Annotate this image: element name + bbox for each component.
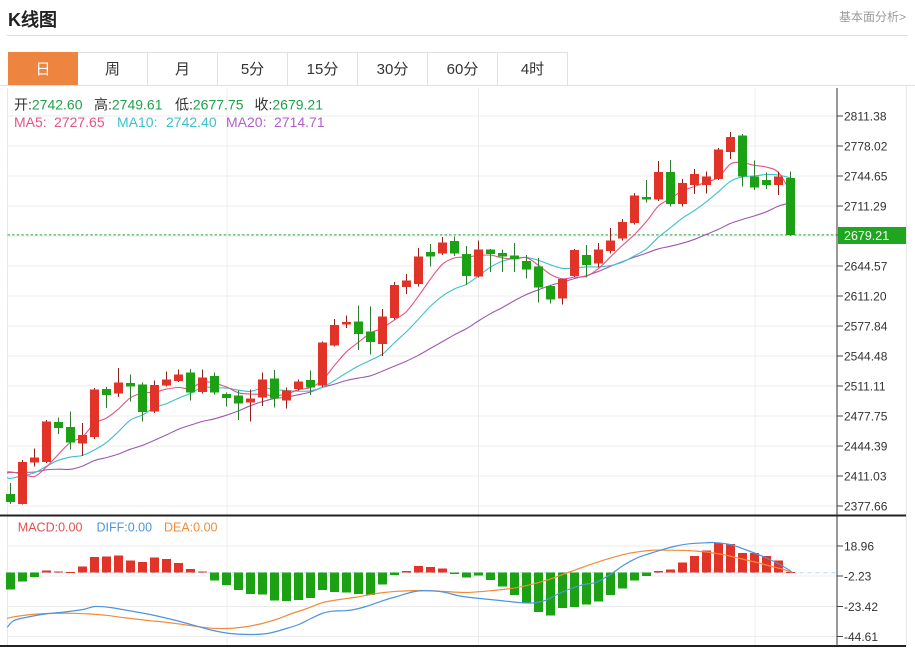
svg-text:-23.42: -23.42	[844, 600, 878, 614]
svg-text:DIFF:0.00: DIFF:0.00	[97, 521, 153, 535]
svg-text:DEA:0.00: DEA:0.00	[164, 521, 218, 535]
svg-text:2377.66: 2377.66	[844, 499, 888, 513]
svg-text:开:2742.60: 开:2742.60	[14, 97, 83, 113]
svg-text:2444.39: 2444.39	[844, 439, 888, 453]
svg-text:收:2679.21: 收:2679.21	[255, 97, 324, 113]
svg-text:2711.29: 2711.29	[844, 199, 887, 213]
svg-text:MA5:: MA5:	[14, 114, 47, 130]
svg-text:低:2677.75: 低:2677.75	[175, 97, 244, 113]
svg-text:MA10:: MA10:	[117, 114, 157, 130]
svg-text:2411.03: 2411.03	[844, 469, 887, 483]
svg-text:2742.40: 2742.40	[166, 114, 217, 130]
svg-text:高:2749.61: 高:2749.61	[94, 97, 163, 113]
svg-text:2714.71: 2714.71	[274, 114, 325, 130]
svg-text:18.96: 18.96	[844, 539, 874, 553]
svg-text:2744.65: 2744.65	[844, 169, 888, 183]
svg-text:2811.38: 2811.38	[844, 109, 887, 123]
svg-text:MA20:: MA20:	[226, 114, 266, 130]
svg-text:MACD:0.00: MACD:0.00	[18, 521, 83, 535]
svg-text:2727.65: 2727.65	[54, 114, 105, 130]
svg-text:-2.23: -2.23	[844, 569, 872, 583]
svg-text:2644.57: 2644.57	[844, 259, 888, 273]
svg-text:2611.20: 2611.20	[844, 289, 887, 303]
svg-text:2679.21: 2679.21	[844, 229, 889, 243]
svg-text:2477.75: 2477.75	[844, 409, 888, 423]
svg-text:2511.11: 2511.11	[844, 379, 886, 393]
svg-text:2778.02: 2778.02	[844, 139, 888, 153]
svg-text:2577.84: 2577.84	[844, 319, 888, 333]
svg-text:-44.61: -44.61	[844, 630, 878, 644]
svg-text:2544.48: 2544.48	[844, 349, 888, 363]
